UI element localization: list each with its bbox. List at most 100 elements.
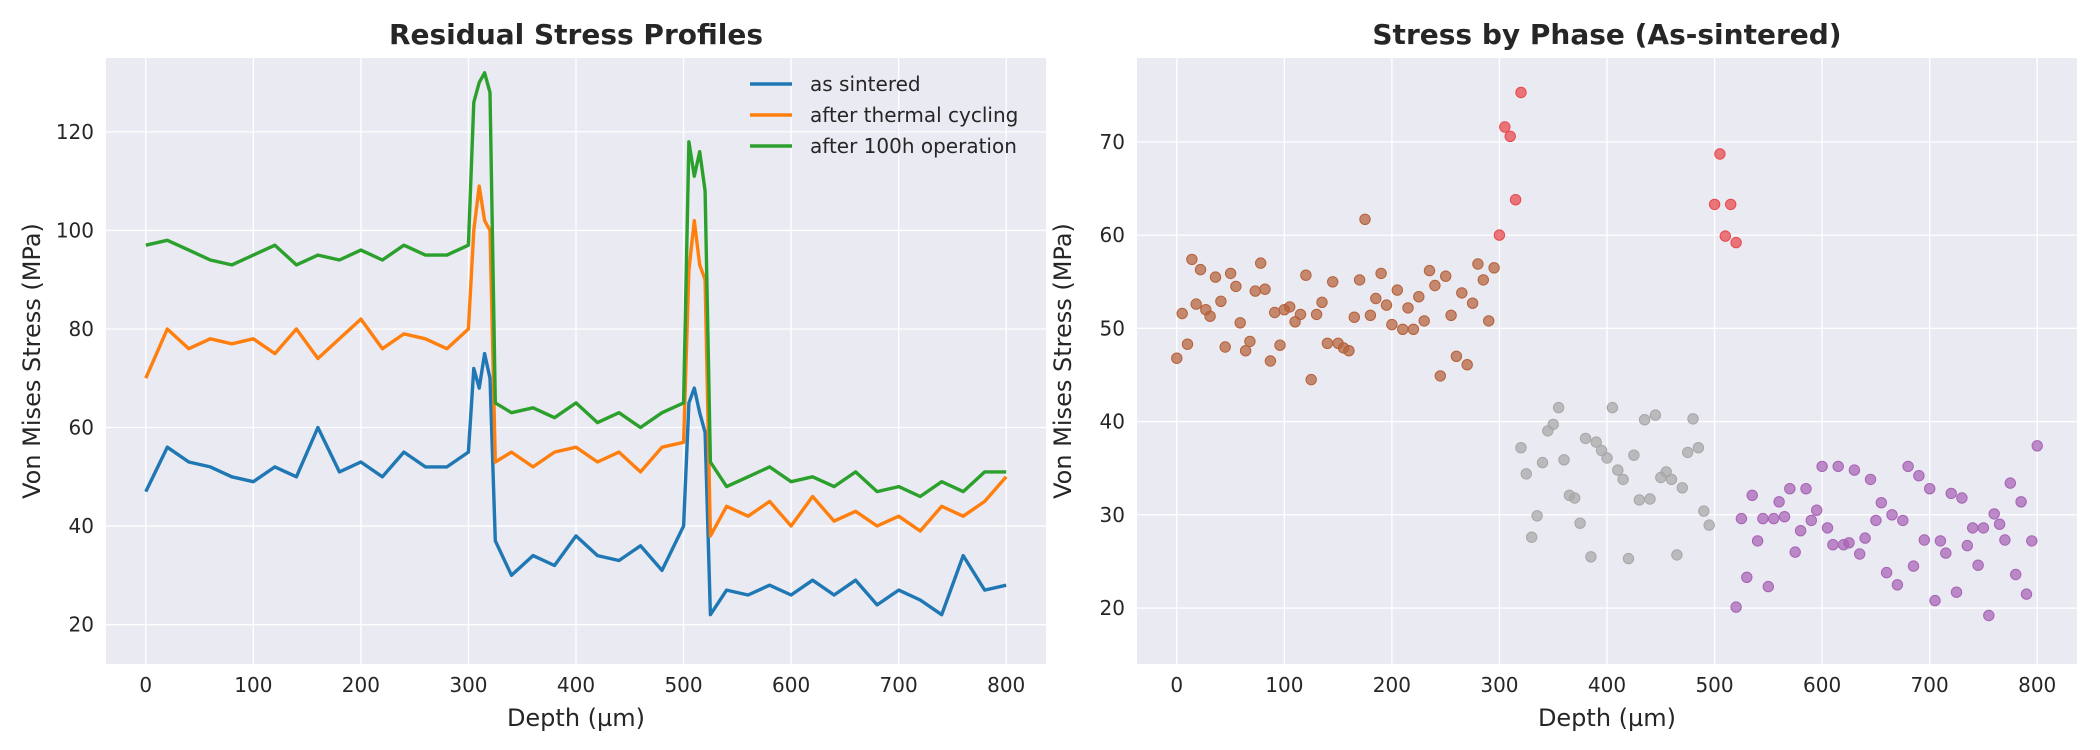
scatter-point — [1249, 285, 1262, 297]
scatter-point — [1993, 518, 2006, 530]
scatter-point — [1171, 352, 1183, 364]
scatter-point — [1929, 594, 1941, 607]
scatter-point — [1520, 468, 1533, 480]
scatter-point — [1429, 279, 1441, 292]
scatter-point — [1434, 370, 1447, 382]
line-chart-panel: 0 100 200 300 400 500 600 700 80020406080100120 … — [18, 18, 1046, 732]
scatter-point — [1472, 258, 1484, 270]
x-tick-label: 0 — [1170, 673, 1183, 697]
x-tick-label: 500 — [1695, 673, 1733, 697]
scatter-point — [2004, 477, 2017, 489]
scatter-point — [1590, 436, 1602, 448]
legend-entry: as sintered — [810, 72, 921, 96]
scatter-point — [1924, 483, 1936, 495]
scatter-chart-x-axis-label: Depth (µm) — [1538, 704, 1676, 732]
scatter-point — [2026, 535, 2038, 547]
series-line-after-100h-operation — [145, 71, 1007, 499]
scatter-point — [1601, 452, 1613, 464]
scatter-point — [1708, 198, 1721, 211]
x-tick-label: 700 — [880, 673, 918, 697]
scatter-point — [1854, 548, 1866, 560]
x-tick-label: 200 — [1373, 673, 1411, 697]
scatter-point — [1687, 413, 1699, 425]
scatter-point — [1186, 253, 1198, 266]
scatter-point — [1209, 271, 1222, 283]
scatter-point — [1800, 483, 1812, 495]
scatter-chart-y-axis-label: Von Mises Stress (MPa) — [1049, 223, 1077, 499]
scatter-point — [1204, 310, 1216, 322]
scatter-point — [1386, 318, 1398, 331]
scatter-point — [1617, 473, 1629, 486]
scatter-point — [1450, 350, 1463, 362]
y-tick-label: 100 — [56, 218, 94, 242]
scatter-point — [1224, 267, 1237, 280]
scatter-point — [1897, 514, 1909, 527]
scatter-chart-panel: 0 100 200 300 400 500 600 700 800 20 30 40 50 60 70 St… — [1049, 18, 2077, 732]
scatter-point — [1671, 549, 1683, 561]
scatter-point — [1407, 323, 1420, 335]
scatter-point — [1461, 359, 1473, 371]
x-tick-label: 500 — [664, 673, 702, 697]
x-tick-label: 100 — [234, 673, 272, 697]
scatter-point — [1811, 504, 1823, 516]
scatter-point — [1255, 257, 1267, 269]
x-tick-label: 700 — [1911, 673, 1949, 697]
scatter-chart-title: Stress by Phase (As-sintered) — [1372, 18, 1841, 51]
scatter-point — [1644, 493, 1656, 505]
scatter-point — [1515, 442, 1527, 454]
line-chart-y-axis-label: Von Mises Stress (MPa) — [18, 223, 46, 499]
scatter-point — [1778, 511, 1791, 523]
scatter-point — [1918, 534, 1931, 546]
scatter-point — [1504, 130, 1516, 143]
line-chart-title: Residual Stress Profiles — [389, 18, 763, 51]
scatter-point — [1692, 442, 1705, 454]
scatter-point — [1612, 464, 1624, 476]
scatter-point — [1380, 299, 1393, 311]
scatter-point — [1880, 566, 1893, 579]
scatter-point — [1902, 460, 1914, 473]
x-tick-label: 400 — [1588, 673, 1626, 697]
line-chart-x-axis-label: Depth (µm) — [507, 704, 645, 732]
scatter-point — [1300, 269, 1312, 281]
scatter-point — [1821, 522, 1834, 534]
scatter-point — [1638, 414, 1651, 426]
scatter-point — [1284, 301, 1296, 313]
scatter-point — [1875, 497, 1888, 509]
scatter-point — [1509, 194, 1522, 206]
scatter-point — [1219, 341, 1231, 353]
scatter-point — [1843, 537, 1855, 549]
series-line-after-thermal-cycling — [144, 184, 1008, 538]
scatter-point — [1531, 510, 1543, 522]
scatter-point — [1714, 148, 1726, 160]
scatter-point — [1305, 373, 1317, 386]
scatter-point — [1499, 121, 1511, 133]
y-tick-label: 40 — [69, 514, 94, 538]
y-tick-label: 60 — [1100, 223, 1125, 247]
scatter-point — [1483, 315, 1495, 327]
scatter-point — [1940, 547, 1952, 559]
scatter-chart-points — [1171, 86, 2043, 622]
scatter-point — [1536, 456, 1549, 469]
scatter-point — [1579, 432, 1592, 445]
scatter-point — [1493, 229, 1506, 241]
scatter-point — [1343, 345, 1355, 357]
scatter-point — [2020, 588, 2033, 600]
scatter-point — [1972, 559, 1984, 571]
scatter-point — [1190, 298, 1202, 310]
scatter-point — [1859, 532, 1871, 544]
x-tick-label: 300 — [449, 673, 487, 697]
scatter-point — [1606, 401, 1619, 414]
legend-entry: after 100h operation — [810, 134, 1017, 158]
scatter-point — [1934, 535, 1947, 547]
scatter-chart-ticks: 0 100 200 300 400 500 600 700 800 20 30 40 50 60 70 — [1100, 130, 2057, 697]
scatter-point — [1348, 311, 1361, 323]
scatter-point — [1956, 492, 1968, 504]
scatter-point — [1353, 274, 1366, 286]
scatter-point — [1375, 267, 1387, 280]
scatter-point — [1628, 449, 1640, 461]
scatter-point — [1977, 522, 1990, 534]
scatter-point — [1194, 263, 1207, 276]
scatter-point — [1176, 307, 1188, 320]
x-tick-label: 0 — [139, 673, 152, 697]
scatter-point — [1703, 519, 1715, 531]
